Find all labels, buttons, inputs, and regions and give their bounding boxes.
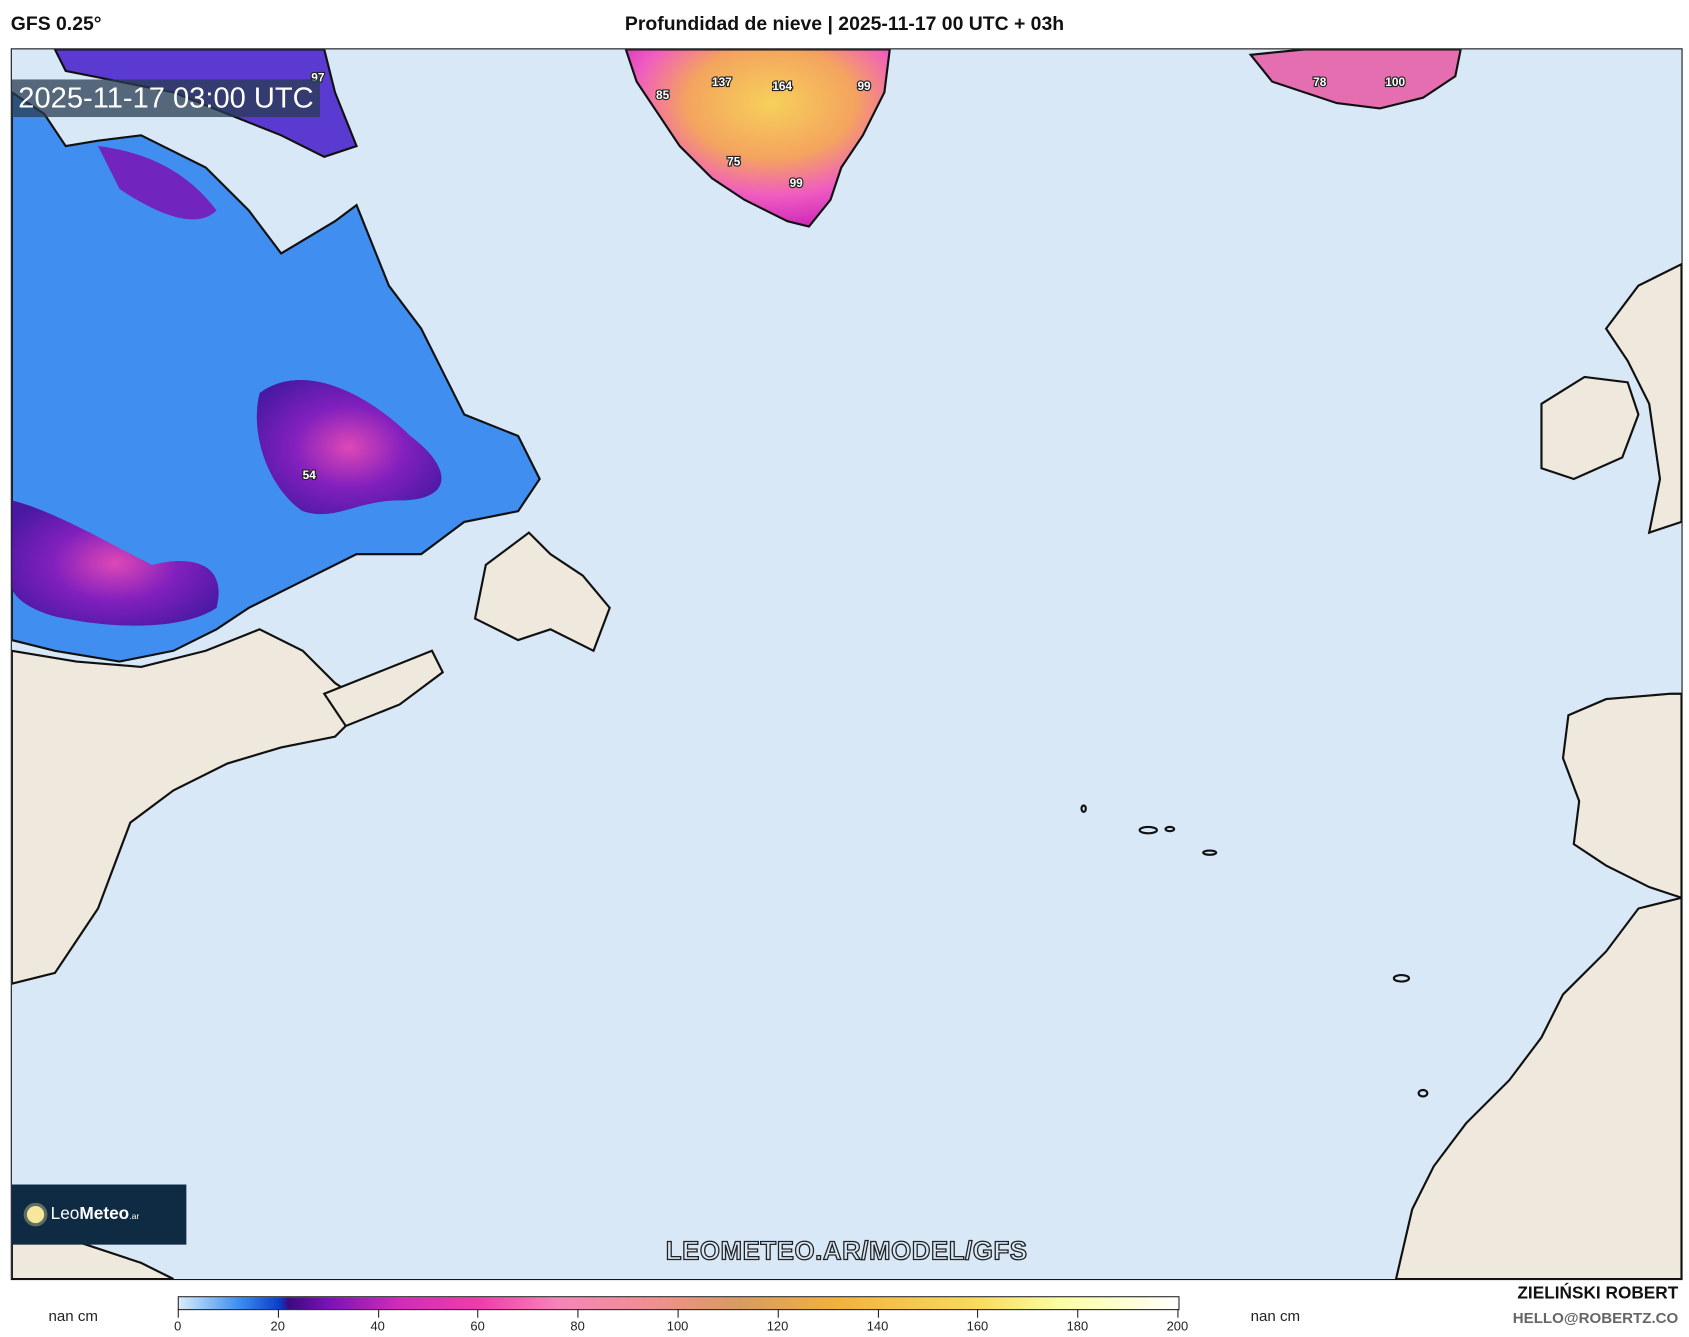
value-label: 75 (727, 154, 741, 168)
azores-islands (1080, 804, 1429, 1098)
value-label: 54 (303, 468, 317, 482)
chart-title: Profundidad de nieve | 2025-11-17 00 UTC… (624, 12, 1065, 35)
colorbar-tick-label: 140 (866, 1318, 889, 1334)
colorbar-tick (977, 1309, 979, 1318)
colorbar-tick-label: 120 (766, 1318, 789, 1334)
value-label: 100 (1385, 75, 1405, 89)
snow-heavy-ontario (11, 500, 219, 626)
land-newfoundland (473, 531, 611, 653)
colorbar-unit-left: nan cm (48, 1306, 98, 1325)
colorbar-tick-label: 20 (270, 1318, 285, 1334)
value-label: 164 (772, 79, 792, 93)
colorbar-tick-label: 80 (570, 1318, 585, 1334)
land-north-america (11, 628, 370, 985)
colorbar-tick-label: 200 (1166, 1318, 1189, 1334)
colorbar-tick (1077, 1309, 1079, 1318)
colorbar-tick (277, 1309, 279, 1318)
colorbar-tick-label: 40 (370, 1318, 385, 1334)
colorbar-tick (477, 1309, 479, 1318)
land-greenland (624, 49, 891, 228)
value-label: 99 (790, 176, 804, 190)
colorbar-tick-label: 160 (966, 1318, 989, 1334)
colorbar-tick (777, 1309, 779, 1318)
colorbar-tick (377, 1309, 379, 1318)
colorbar-tick (1177, 1309, 1179, 1318)
map: 54 85 137 164 99 75 99 78 100 97 2025-11… (10, 48, 1683, 1281)
snow-heavy-quebec (256, 379, 442, 515)
snow-canada (11, 91, 541, 663)
land-nova-scotia (322, 649, 445, 728)
colorbar-tick (177, 1309, 179, 1318)
value-label: 137 (712, 75, 732, 89)
colorbar-tick-label: 100 (666, 1318, 689, 1334)
colorbar-unit-right: nan cm (1250, 1306, 1301, 1325)
colorbar-tick-label: 0 (174, 1318, 182, 1334)
map-canvas: 54 85 137 164 99 75 99 78 100 97 (11, 49, 1682, 1280)
colorbar-tick (877, 1309, 879, 1318)
snow-nw (98, 146, 217, 220)
colorbar-tick-label: 180 (1066, 1318, 1089, 1334)
colorbar-tick (677, 1309, 679, 1318)
land-ireland (1540, 375, 1640, 481)
land-iberia (1561, 692, 1682, 899)
value-label: 85 (656, 88, 670, 102)
land-africa (1394, 896, 1682, 1280)
colorbar (177, 1296, 1180, 1311)
value-label: 99 (857, 79, 871, 93)
watermark-url: LEOMETEO.AR/MODEL/GFS (665, 1236, 1028, 1267)
author-name: ZIELIŃSKI ROBERT (1517, 1284, 1679, 1303)
value-label: 78 (1313, 75, 1327, 89)
colorbar-tick (577, 1309, 579, 1318)
model-label: GFS 0.25° (10, 12, 102, 35)
logo-text: LeoMeteo.ar (50, 1204, 140, 1224)
colorbar-tick-label: 60 (470, 1318, 485, 1334)
author-email[interactable]: HELLO@ROBERTZ.CO (1512, 1309, 1679, 1327)
valid-time-label: 2025-11-17 03:00 UTC (11, 79, 321, 118)
leometeo-logo[interactable]: LeoMeteo.ar (11, 1184, 187, 1245)
land-britain (1604, 262, 1682, 535)
sun-icon (26, 1205, 45, 1224)
land-iceland (1248, 49, 1462, 110)
